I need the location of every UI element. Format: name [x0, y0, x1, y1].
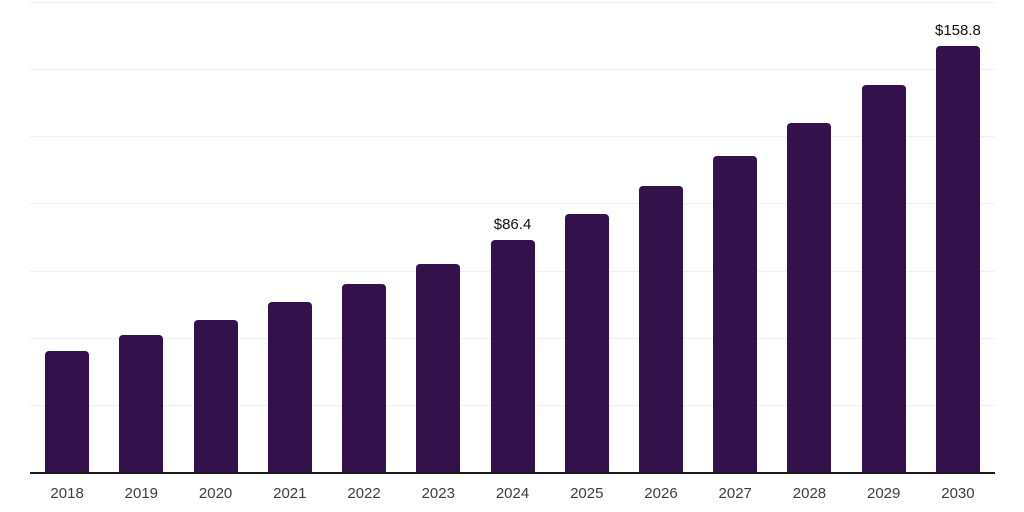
- bar: [267, 302, 312, 472]
- bar: [490, 239, 535, 472]
- bar-value-label: $158.8: [934, 21, 981, 39]
- bar: [861, 85, 906, 472]
- x-tick-label: 2030: [941, 485, 975, 502]
- x-tick-label: 2021: [273, 485, 307, 502]
- x-tick-label: 2023: [421, 485, 455, 502]
- bar-column: [253, 2, 327, 472]
- x-tick-label: 2027: [718, 485, 752, 502]
- x-tick-label: 2022: [347, 485, 381, 502]
- gridline: [30, 2, 995, 3]
- x-tick-label: 2020: [198, 485, 233, 502]
- gridline: [30, 136, 995, 138]
- bar: [193, 320, 238, 472]
- bar-column: $86.4: [475, 2, 549, 472]
- bar-column: [104, 2, 178, 472]
- bar: [45, 350, 90, 472]
- bar-column: [550, 2, 624, 472]
- x-tick-label: 2019: [124, 485, 159, 502]
- bar-column: [698, 2, 772, 472]
- x-tick-label: 2028: [792, 485, 827, 502]
- bar: [713, 156, 758, 472]
- bar-column: [327, 2, 401, 472]
- x-tick-label: 2025: [570, 485, 604, 502]
- x-tick-label: 2029: [867, 485, 901, 502]
- bar-column: [772, 2, 846, 472]
- bar: [787, 122, 832, 472]
- gridline: [30, 69, 995, 71]
- bar: [416, 263, 461, 472]
- x-tick-label: 2026: [644, 485, 678, 502]
- bar: [119, 335, 164, 472]
- bar-column: [178, 2, 252, 472]
- bar-column: [624, 2, 698, 472]
- x-tick-label: 2018: [50, 485, 84, 502]
- x-tick-label: 2024: [495, 485, 530, 502]
- bar: [638, 186, 683, 472]
- bar-column: [847, 2, 921, 472]
- bar-column: $158.8: [921, 2, 995, 472]
- gridline: [30, 203, 995, 205]
- bar-column: [401, 2, 475, 472]
- x-axis-labels: 2018 2019 2020 2021 2022 2023 2024 2025 2026 2027…: [30, 485, 995, 502]
- bar: [935, 45, 980, 472]
- bar-column: [30, 2, 104, 472]
- bars-row: $86.4 $158.8: [30, 2, 995, 472]
- plot-area: $86.4 $158.8: [30, 2, 995, 474]
- bar: [564, 213, 609, 472]
- bar-value-label: $86.4: [493, 215, 532, 233]
- bar: [342, 284, 387, 472]
